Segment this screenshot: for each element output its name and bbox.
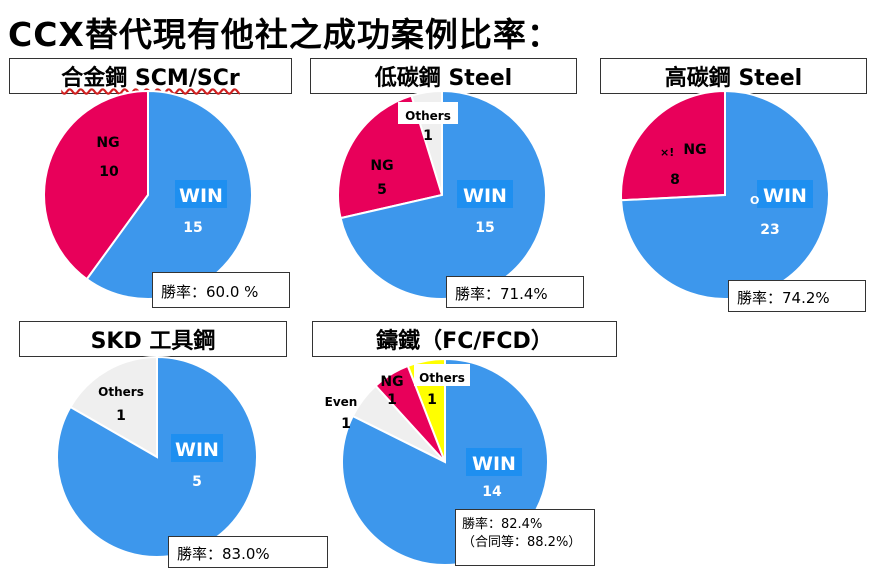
pie-chart-low-carbon-steel: Others 1 NG 5 WIN 15 bbox=[337, 89, 547, 300]
slice-label-ng: NG bbox=[380, 374, 403, 390]
chart-title-low-carbon-steel: 低碳鋼 Steel bbox=[310, 58, 577, 94]
win-rate-text: 勝率：74.2% bbox=[737, 289, 830, 307]
slice-label-win: WIN bbox=[175, 439, 219, 461]
pie-chart-skd-tool-steel: Others 1 WIN 5 bbox=[56, 355, 258, 558]
slice-value-win: 23 bbox=[760, 222, 779, 238]
chart-title-alloy-steel: 合金鋼 SCM/SCr bbox=[9, 58, 292, 94]
pie-slice-others bbox=[69, 355, 158, 459]
pie-chart-high-carbon-steel: ×! NG8 O WIN 23 bbox=[620, 89, 830, 300]
slice-value-ng: 8 bbox=[670, 172, 680, 188]
pie-slice-ng bbox=[337, 94, 444, 220]
slice-label-win: WIN bbox=[763, 185, 807, 207]
pie-slice-ng bbox=[620, 89, 726, 202]
slice-label-even: Even bbox=[325, 395, 358, 409]
pie-chart-alloy-steel: NG 10 WIN 15 bbox=[43, 89, 253, 300]
win-rate-box-low-carbon-steel: 勝率：71.4% bbox=[446, 276, 584, 308]
chart-title-cast-iron: 鑄鐵（FC/FCD） bbox=[312, 321, 617, 357]
pie-slice-ng bbox=[43, 89, 149, 281]
slice-value-ng: 5 bbox=[377, 182, 387, 198]
win-rate-box-skd-tool-steel: 勝率：83.0% bbox=[168, 536, 328, 568]
pie-slice-win bbox=[339, 89, 547, 300]
win-rate-box-cast-iron: 勝率：82.4% （合同等：88.2%） bbox=[455, 509, 595, 566]
slice-label-others: Others bbox=[98, 385, 144, 399]
win-rate-text: 勝率：71.4% bbox=[455, 285, 548, 303]
win-rate-text: 勝率：60.0 % bbox=[161, 283, 259, 301]
win-label-badge bbox=[457, 180, 513, 208]
slice-label-background bbox=[398, 102, 458, 124]
win-label-badge bbox=[466, 448, 522, 476]
slice-label-win: WIN bbox=[179, 185, 223, 207]
slice-mark: O bbox=[750, 194, 759, 207]
slice-value-win: 15 bbox=[475, 220, 494, 236]
win-label-badge bbox=[175, 180, 227, 208]
win-rate-note: （合同等：88.2%） bbox=[462, 535, 582, 550]
page-title: CCX替代現有他社之成功案例比率： bbox=[8, 15, 561, 54]
slice-value-others: 1 bbox=[427, 392, 437, 408]
slice-mark: ×! bbox=[660, 146, 674, 159]
win-rate-box-alloy-steel: 勝率：60.0 % bbox=[152, 272, 290, 308]
slice-label-win: WIN bbox=[472, 453, 516, 475]
slice-label-background bbox=[414, 364, 470, 386]
slice-label-ng: NG bbox=[96, 135, 119, 151]
slice-value-even: 1 bbox=[341, 416, 351, 432]
slice-value-ng: 10 bbox=[99, 164, 119, 180]
slice-label-ng: NG bbox=[683, 142, 706, 158]
win-label-badge bbox=[757, 180, 813, 208]
win-rate-box-high-carbon-steel: 勝率：74.2% bbox=[728, 280, 866, 312]
slice-value-ng: 1 bbox=[387, 392, 397, 408]
win-label-badge bbox=[171, 434, 223, 462]
slice-label-others: Others bbox=[405, 109, 451, 123]
pie-slice-win bbox=[85, 89, 253, 300]
slice-label-win: WIN bbox=[463, 185, 507, 207]
slice-value-win: 15 bbox=[183, 220, 202, 236]
slice-value-others: 1 bbox=[423, 128, 433, 144]
slice-label-others: Others bbox=[419, 371, 465, 385]
slice-value-others: 1 bbox=[116, 408, 126, 424]
slice-value-win: 14 bbox=[482, 484, 502, 500]
win-rate-text: 勝率：82.4% bbox=[462, 517, 543, 532]
slice-value-win: 5 bbox=[192, 474, 202, 490]
pie-slice-win bbox=[620, 89, 830, 300]
slice-label-ng: NG bbox=[370, 158, 393, 174]
win-rate-text: 勝率：83.0% bbox=[177, 545, 270, 563]
